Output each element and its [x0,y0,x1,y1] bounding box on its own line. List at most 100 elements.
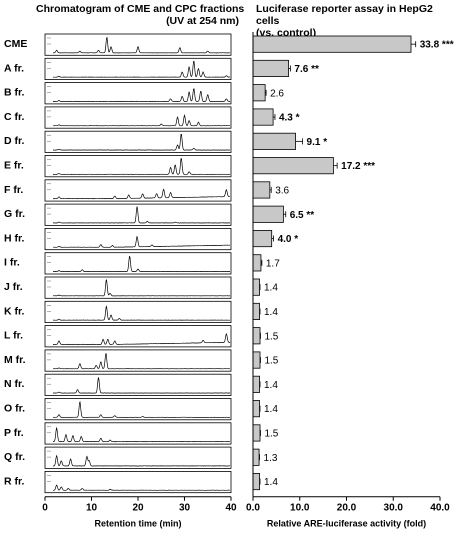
chromatogram-panel-10 [44,276,232,299]
row-label-6: F fr. [4,184,23,196]
chromatogram-panel-9 [44,252,232,275]
chromatogram-title-line2: (UV at 254 nm) [166,15,239,27]
luciferase-title-line1: Luciferase reporter assay in HepG2 cells [256,3,433,27]
value-label-5: 17.2 *** [341,161,375,172]
bar-6 [252,181,271,199]
value-label-0: 33.8 *** [420,40,454,51]
value-label-13: 1.5 [264,356,278,367]
chromatogram-panel-5 [44,155,232,178]
row-label-8: H fr. [4,232,25,244]
chromatogram-trace-17 [52,454,230,467]
chromatogram-panel-15 [44,398,232,421]
value-label-11: 1.4 [264,307,278,318]
bar-4 [252,132,296,150]
value-label-9: 1.7 [266,258,280,269]
chromatogram-trace-10 [52,279,231,297]
chromatogram-trace-2 [52,88,231,102]
value-label-7: 6.5 ** [290,210,315,221]
chromatogram-panel-17 [44,446,232,469]
bar-1 [252,59,289,77]
chromatogram-xtick-label-3: 30 [179,503,191,514]
row-label-5: E fr. [4,160,24,172]
bar-xtick-label-2: 20.0 [337,503,357,514]
bar-13 [252,351,261,369]
chromatogram-panel-1 [44,57,232,80]
value-label-6: 3.6 [275,185,289,196]
chromatogram-panel-0 [44,33,232,56]
value-label-18: 1.4 [264,477,278,488]
chromatogram-panel-6 [44,179,232,202]
row-label-9: I fr. [4,257,20,269]
chromatogram-trace-4 [53,133,230,151]
chromatogram-trace-11 [52,305,231,321]
row-label-17: Q fr. [4,451,25,463]
row-label-0: CME [4,38,27,50]
chromatogram-panel-4 [44,130,232,153]
chromatogram-xtick-label-0: 0 [42,503,48,514]
value-label-8: 4.0 * [278,234,299,245]
chromatogram-title: Chromatogram of CME and CPC fractions (U… [36,3,251,27]
bar-xtick-label-1: 10.0 [290,503,310,514]
chromatogram-trace-3 [53,114,230,127]
row-label-7: G fr. [4,208,25,220]
chromatogram-trace-18 [53,484,231,491]
bar-18 [252,472,260,491]
row-label-13: M fr. [4,354,26,366]
chromatogram-trace-0 [53,36,231,54]
chromatogram-title-line1: Chromatogram of CME and CPC fractions [36,3,245,15]
chromatogram-panel-14 [44,373,232,396]
chromatogram-trace-6 [52,188,231,200]
row-label-10: J fr. [4,281,23,293]
bar-11 [252,302,260,320]
row-label-16: P fr. [4,427,24,439]
bar-xlabel: Relative ARE-luciferase activity (fold) [267,519,426,529]
row-label-2: B fr. [4,87,25,99]
value-label-15: 1.4 [264,404,278,415]
value-label-3: 4.3 * [279,113,300,124]
bar-xtick-label-0: 0.0 [246,503,260,514]
row-label-18: R fr. [4,475,25,487]
bar-10 [252,278,260,296]
chromatogram-trace-8 [53,235,231,248]
chromatogram-trace-1 [52,60,231,78]
chromatogram-trace-5 [52,158,231,175]
bar-xtick-label-4: 40.0 [430,503,450,514]
chromatogram-trace-14 [53,377,231,394]
chromatogram-panel-12 [44,325,232,348]
chromatogram-xtick-label-2: 20 [132,503,144,514]
row-label-4: D fr. [4,135,25,147]
chromatogram-trace-9 [53,255,230,273]
row-label-1: A fr. [4,62,24,74]
chromatogram-trace-13 [52,353,231,370]
row-label-3: C fr. [4,111,25,123]
value-label-12: 1.5 [264,331,278,342]
bar-5 [252,157,334,175]
chromatogram-trace-16 [52,426,231,443]
chromatogram-panel-7 [44,203,232,226]
value-label-2: 2.6 [270,88,284,99]
chromatogram-panel-8 [44,227,232,251]
chromatogram-panel-2 [44,82,232,105]
bar-15 [252,400,260,418]
value-label-14: 1.4 [264,380,278,391]
chromatogram-trace-15 [52,400,231,418]
chromatogram-panel-11 [44,300,232,323]
row-label-11: K fr. [4,305,25,317]
value-label-16: 1.5 [264,428,278,439]
chromatogram-trace-12 [52,333,231,345]
chromatogram-xlabel: Retention time (min) [95,519,182,529]
chromatogram-panel-13 [44,349,232,372]
chromatogram-xtick-label-4: 40 [225,503,237,514]
bar-3 [252,108,274,126]
chromatogram-panel-3 [44,106,232,129]
value-label-10: 1.4 [264,283,278,294]
bar-9 [252,254,262,272]
value-label-17: 1.3 [264,453,278,464]
row-label-15: O fr. [4,403,25,415]
value-label-1: 7.6 ** [294,64,319,75]
chromatogram-panel-16 [44,422,232,445]
bar-0 [252,35,412,53]
value-label-4: 9.1 * [307,137,328,148]
